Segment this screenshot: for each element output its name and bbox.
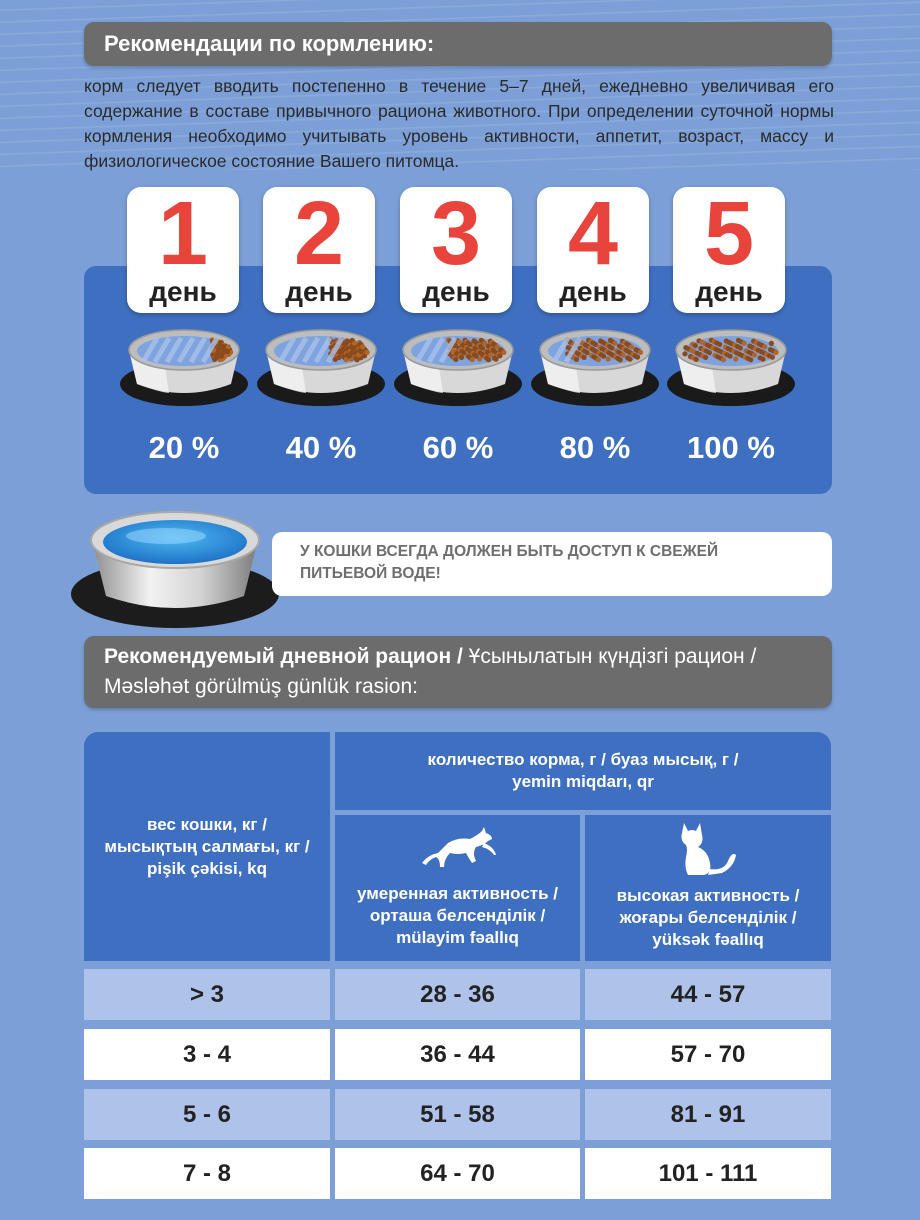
water-note-line-1: У КОШКИ ВСЕГДА ДОЛЖЕН БЫТЬ ДОСТУП К СВЕЖ…: [300, 543, 719, 560]
table-row-moderate: 36 - 44: [335, 1029, 580, 1080]
high-header-line: yüksək fəallıq: [652, 930, 764, 949]
table-row-weight: > 3: [84, 969, 330, 1020]
high-header-line: жоғары белсенділік /: [619, 908, 797, 927]
table-row-moderate: 51 - 58: [335, 1089, 580, 1140]
day-number: 5: [703, 184, 755, 284]
day-number: 2: [293, 184, 345, 284]
day-card-2: 2 день: [263, 187, 375, 313]
percent-label-3: 60 %: [422, 430, 494, 465]
high-activity-header: высокая активность / жоғары белсенділік …: [585, 815, 831, 961]
moderate-header-line: mülayim fəallıq: [396, 928, 519, 947]
sitting-cat-icon: [681, 823, 736, 875]
day-label: день: [285, 276, 353, 307]
table-row-moderate: 64 - 70: [335, 1148, 580, 1199]
daily-ration-title-line-1: Рекомендуемый дневной рацион / Ұсынылаты…: [104, 642, 832, 672]
water-access-note: У КОШКИ ВСЕГДА ДОЛЖЕН БЫТЬ ДОСТУП К СВЕЖ…: [272, 532, 832, 596]
daily-ration-title-rest: Ұсынылатын күндізгі рацион /: [462, 645, 757, 668]
day-number: 1: [157, 184, 209, 284]
day-number: 3: [430, 184, 482, 284]
food-bowl-icon: [257, 329, 385, 406]
weight-header-line: pişik çəkisi, kq: [146, 858, 267, 878]
moderate-header-line: орташа белсенділік /: [369, 906, 546, 925]
moderate-activity-header: умеренная активность / орташа белсенділі…: [335, 815, 580, 961]
day-number: 4: [567, 184, 619, 284]
feeding-intro-text: корм следует вводить постепенно в течени…: [84, 76, 834, 171]
day-card-3: 3 день: [400, 187, 512, 313]
weight-header-line: вес кошки, кг /: [147, 814, 267, 834]
amount-header-line: yemin miqdarı, qr: [512, 772, 654, 791]
feeding-recommendations-title: Рекомендации по кормлению:: [84, 22, 832, 66]
percent-label-5: 100 %: [687, 430, 775, 465]
food-bowl-icon: [394, 329, 522, 406]
running-cat-icon: [421, 827, 496, 867]
daily-ration-title-bold: Рекомендуемый дневной рацион /: [104, 645, 463, 668]
table-row-weight: 5 - 6: [84, 1089, 330, 1140]
water-note-line-2: ПИТЬЕВОЙ ВОДЕ!: [300, 565, 441, 582]
amount-header-line: количество корма, г / буаз мысық, г /: [427, 750, 739, 769]
water-bowl-icon: [71, 511, 279, 628]
table-row-high: 81 - 91: [585, 1089, 831, 1140]
day-label: день: [559, 276, 627, 307]
percent-label-1: 20 %: [148, 430, 220, 465]
daily-ration-title-line-2: Məsləhət görülmüş günlük rasion:: [104, 675, 418, 698]
food-bowl-icon: [531, 329, 659, 406]
percent-label-4: 80 %: [559, 430, 631, 465]
percent-label-2: 40 %: [285, 430, 357, 465]
weight-column-header: вес кошки, кг / мысықтың салмағы, кг / p…: [84, 732, 330, 961]
food-bowl-icon: [667, 329, 795, 406]
table-row-high: 57 - 70: [585, 1029, 831, 1080]
day-card-5: 5 день: [673, 187, 785, 313]
day-label: день: [149, 276, 217, 307]
table-row-high: 101 - 111: [585, 1148, 831, 1199]
food-bowl-icon: [120, 329, 248, 406]
day-card-4: 4 день: [537, 187, 649, 313]
food-amount-header: количество корма, г / буаз мысық, г / ye…: [335, 732, 831, 810]
table-row-moderate: 28 - 36: [335, 969, 580, 1020]
table-row-high: 44 - 57: [585, 969, 831, 1020]
high-header-line: высокая активность /: [616, 886, 800, 905]
day-card-1: 1 день: [127, 187, 239, 313]
table-row-weight: 3 - 4: [84, 1029, 330, 1080]
weight-header-line: мысықтың салмағы, кг /: [104, 836, 310, 856]
day-label: день: [695, 276, 763, 307]
daily-ration-title: Рекомендуемый дневной рацион / Ұсынылаты…: [84, 636, 832, 708]
day-label: день: [422, 276, 490, 307]
table-row-weight: 7 - 8: [84, 1148, 330, 1199]
moderate-header-line: умеренная активность /: [356, 884, 559, 903]
